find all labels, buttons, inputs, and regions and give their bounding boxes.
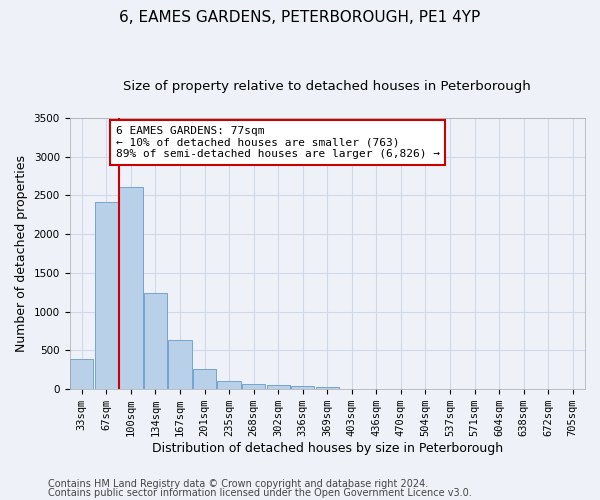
Text: 6 EAMES GARDENS: 77sqm
← 10% of detached houses are smaller (763)
89% of semi-de: 6 EAMES GARDENS: 77sqm ← 10% of detached… xyxy=(116,126,440,159)
Title: Size of property relative to detached houses in Peterborough: Size of property relative to detached ho… xyxy=(124,80,531,93)
Bar xyxy=(291,386,314,389)
Y-axis label: Number of detached properties: Number of detached properties xyxy=(15,155,28,352)
Bar xyxy=(95,202,118,389)
Text: 6, EAMES GARDENS, PETERBOROUGH, PE1 4YP: 6, EAMES GARDENS, PETERBOROUGH, PE1 4YP xyxy=(119,10,481,25)
Bar xyxy=(242,384,265,389)
X-axis label: Distribution of detached houses by size in Peterborough: Distribution of detached houses by size … xyxy=(152,442,503,455)
Bar xyxy=(217,381,241,389)
Bar xyxy=(316,387,339,389)
Bar xyxy=(169,340,191,389)
Bar xyxy=(119,187,143,389)
Bar xyxy=(70,359,94,389)
Bar xyxy=(144,293,167,389)
Bar xyxy=(193,369,216,389)
Bar xyxy=(266,384,290,389)
Text: Contains public sector information licensed under the Open Government Licence v3: Contains public sector information licen… xyxy=(48,488,472,498)
Text: Contains HM Land Registry data © Crown copyright and database right 2024.: Contains HM Land Registry data © Crown c… xyxy=(48,479,428,489)
